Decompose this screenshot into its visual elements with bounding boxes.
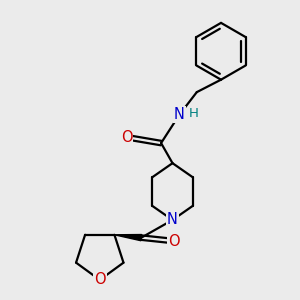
Text: O: O xyxy=(121,130,132,145)
Text: O: O xyxy=(94,272,106,287)
Polygon shape xyxy=(114,235,142,241)
Text: O: O xyxy=(121,130,132,145)
Text: O: O xyxy=(168,234,180,249)
Text: N: N xyxy=(174,107,185,122)
Text: O: O xyxy=(168,234,180,249)
Text: O: O xyxy=(94,272,106,287)
Text: H: H xyxy=(189,107,199,120)
Text: N: N xyxy=(174,107,185,122)
Text: N: N xyxy=(167,212,178,227)
Text: N: N xyxy=(167,212,178,227)
Text: H: H xyxy=(189,107,199,120)
